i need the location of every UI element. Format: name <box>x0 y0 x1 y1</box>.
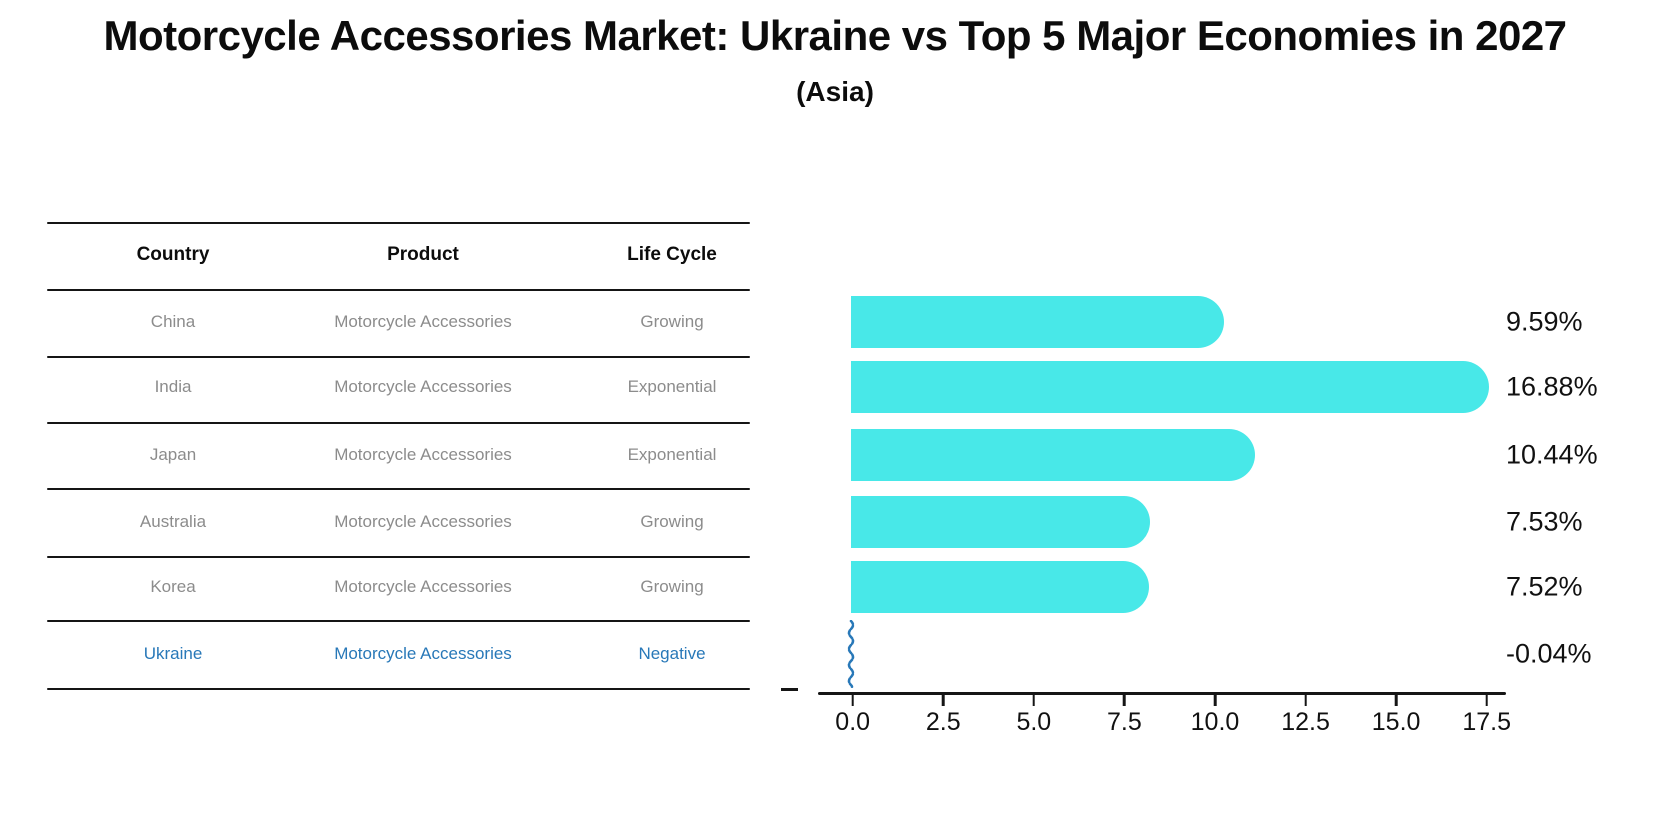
table-rule-line <box>47 422 750 425</box>
value-label-korea: 7.52% <box>1506 571 1583 602</box>
cell-life-cycle: Growing <box>640 312 704 331</box>
cell-product: Motorcycle Accessories <box>334 577 512 596</box>
cell-product: Motorcycle Accessories <box>334 644 512 663</box>
x-tick-label: 15.0 <box>1371 708 1421 736</box>
column-header-lifecycle: Life Cycle <box>627 244 717 265</box>
x-tick-label: 5.0 <box>1016 708 1052 736</box>
table-rule-line <box>47 356 750 359</box>
x-tick-mark <box>1123 695 1126 706</box>
x-tick-mark <box>1485 695 1488 706</box>
page-title: Motorcycle Accessories Market: Ukraine v… <box>103 12 1567 59</box>
x-tick-label: 7.5 <box>1107 708 1142 736</box>
country-table: Country Product Life Cycle China Motorcyc… <box>47 222 750 691</box>
bar-japan <box>851 429 1256 481</box>
table-rule-line <box>47 688 750 691</box>
value-label-india: 16.88% <box>1506 371 1598 402</box>
cell-life-cycle: Growing <box>640 577 704 596</box>
x-tick-label: 10.0 <box>1190 708 1240 736</box>
column-header-country: Country <box>136 244 210 265</box>
cell-country: Japan <box>149 445 197 464</box>
value-label-japan: 10.44% <box>1506 439 1598 470</box>
value-label-australia: 7.53% <box>1506 506 1583 537</box>
bar-korea <box>851 561 1150 613</box>
x-tick-label: 12.5 <box>1281 708 1330 736</box>
table-rule-line <box>47 620 750 623</box>
x-tick-mark <box>941 695 945 706</box>
bar-india <box>851 361 1489 413</box>
value-label-ukraine: -0.04% <box>1506 638 1592 669</box>
column-header-product: Product <box>387 244 459 265</box>
x-tick-label: 2.5 <box>925 708 961 736</box>
x-tick-mark <box>1213 695 1217 706</box>
cell-product: Motorcycle Accessories <box>334 377 512 396</box>
value-label-china: 9.59% <box>1506 306 1583 337</box>
x-tick-mark <box>1394 695 1398 706</box>
x-tick-label: 17.5 <box>1462 708 1512 736</box>
table-rule-line <box>47 222 750 225</box>
table-rule-line <box>47 488 750 491</box>
cell-country: Ukraine <box>143 644 203 663</box>
negative-bar-squiggle-ukraine <box>845 619 857 693</box>
x-tick-label: 0.0 <box>835 708 871 736</box>
axis-left-dash <box>781 688 798 691</box>
table-rule-line <box>47 556 750 559</box>
cell-product: Motorcycle Accessories <box>334 445 512 464</box>
cell-product: Motorcycle Accessories <box>334 512 512 531</box>
x-tick-mark <box>851 695 854 706</box>
bar-australia <box>851 496 1150 548</box>
cell-country: Korea <box>150 577 196 596</box>
cell-country: India <box>154 377 192 396</box>
x-axis-line <box>818 692 1506 695</box>
cell-life-cycle: Growing <box>640 512 704 531</box>
cell-country: China <box>150 312 196 331</box>
x-tick-mark <box>1032 695 1036 706</box>
table-rule-line <box>47 289 750 292</box>
cell-country: Australia <box>139 512 207 531</box>
cell-life-cycle: Exponential <box>627 445 717 464</box>
page-subtitle: (Asia) <box>796 76 874 107</box>
cell-life-cycle: Negative <box>638 644 706 663</box>
x-tick-mark <box>1304 695 1307 706</box>
bar-china <box>851 296 1225 348</box>
cell-product: Motorcycle Accessories <box>334 312 512 331</box>
cell-life-cycle: Exponential <box>627 377 717 396</box>
